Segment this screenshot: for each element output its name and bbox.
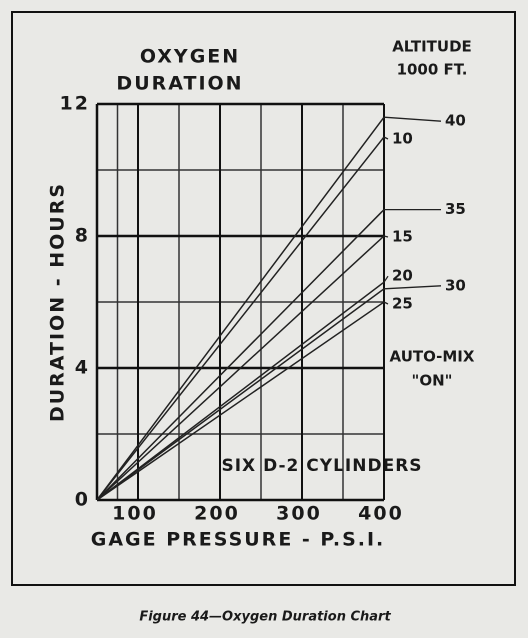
x-tick-label: 400 xyxy=(358,503,404,525)
series-label: 25 xyxy=(392,295,413,313)
annotation: AUTO-MIX xyxy=(390,348,475,366)
legend-title: ALTITUDE xyxy=(392,38,472,56)
series-line xyxy=(96,136,385,501)
series-line xyxy=(96,301,385,501)
leader-line xyxy=(383,301,389,305)
series-line xyxy=(96,116,385,501)
leader-line xyxy=(383,116,442,122)
annotation: "ON" xyxy=(412,372,453,390)
frame xyxy=(11,11,516,586)
leader-line xyxy=(383,235,389,238)
caption: Figure 44—Oxygen Duration Chart xyxy=(139,610,391,625)
x-axis-label: GAGE PRESSURE - P.S.I. xyxy=(91,529,386,551)
series-label: 30 xyxy=(445,276,466,294)
series-line xyxy=(96,288,385,501)
x-tick-label: 100 xyxy=(112,503,158,525)
y-tick-label: 12 xyxy=(60,93,90,115)
series-label: 40 xyxy=(445,112,466,130)
series-label: 35 xyxy=(445,200,466,218)
leader-line xyxy=(383,285,442,290)
x-tick-label: 300 xyxy=(276,503,322,525)
series-line xyxy=(96,235,385,501)
leader-line xyxy=(383,136,389,140)
leader-line xyxy=(383,275,389,283)
series-line xyxy=(96,281,385,501)
chart-title: DURATION xyxy=(116,73,243,95)
series-label: 15 xyxy=(392,228,413,246)
y-axis-label: DURATION - HOURS xyxy=(47,182,69,422)
chart-title: OXYGEN xyxy=(140,46,240,68)
y-tick-label: 4 xyxy=(75,357,90,379)
x-tick-label: 200 xyxy=(194,503,240,525)
y-tick-label: 8 xyxy=(75,225,90,247)
series-line xyxy=(96,209,385,501)
legend-title: 1000 FT. xyxy=(397,61,468,79)
series-label: 20 xyxy=(392,267,413,285)
annotation: SIX D-2 CYLINDERS xyxy=(221,456,422,476)
series-label: 10 xyxy=(392,130,413,148)
y-tick-label: 0 xyxy=(75,489,90,511)
